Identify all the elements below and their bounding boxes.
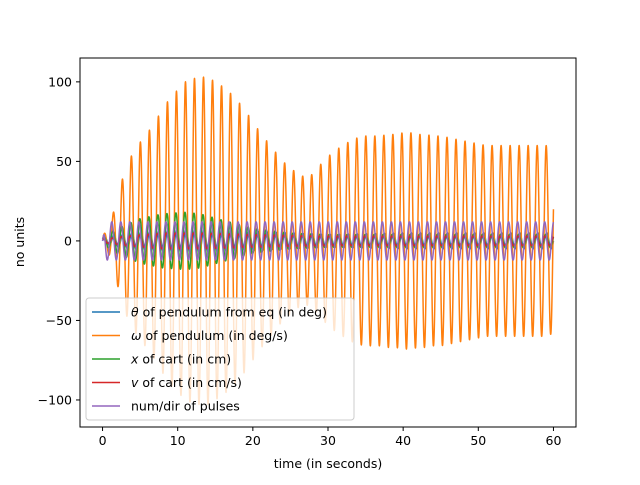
x-tick-label: 0: [99, 433, 107, 448]
x-tick-label: 60: [546, 433, 562, 448]
y-axis-label: no units: [12, 217, 27, 267]
x-tick-label: 40: [395, 433, 411, 448]
axis-ticks: 0 10 20 30 40 50 60 −100 −50 0 50 100: [38, 74, 562, 448]
legend-entry-label: num/dir of pulses: [131, 399, 240, 414]
series-lines: [101, 76, 555, 406]
x-tick-label: 50: [470, 433, 486, 448]
x-tick-label: 20: [245, 433, 261, 448]
series-line: [101, 76, 555, 406]
legend-entry-label: ω of pendulum (in deg/s): [131, 328, 288, 343]
y-tick-label: 50: [56, 154, 72, 169]
y-tick-label: −100: [38, 392, 72, 407]
y-tick-label: 0: [64, 233, 72, 248]
series-line: [101, 221, 555, 261]
x-tick-label: 30: [320, 433, 336, 448]
y-tick-label: 100: [48, 74, 72, 89]
x-tick-label: 10: [170, 433, 186, 448]
legend-entry-label: v of cart (in cm/s): [131, 375, 242, 390]
legend: θ of pendulum from eq (in deg) ω of pendu…: [85, 297, 355, 421]
y-tick-label: −50: [46, 313, 72, 328]
legend-frame: [85, 297, 355, 421]
legend-entry-label: θ of pendulum from eq (in deg): [131, 305, 327, 320]
legend-entry-label: x of cart (in cm): [130, 352, 231, 367]
x-axis-label: time (in seconds): [274, 456, 382, 471]
